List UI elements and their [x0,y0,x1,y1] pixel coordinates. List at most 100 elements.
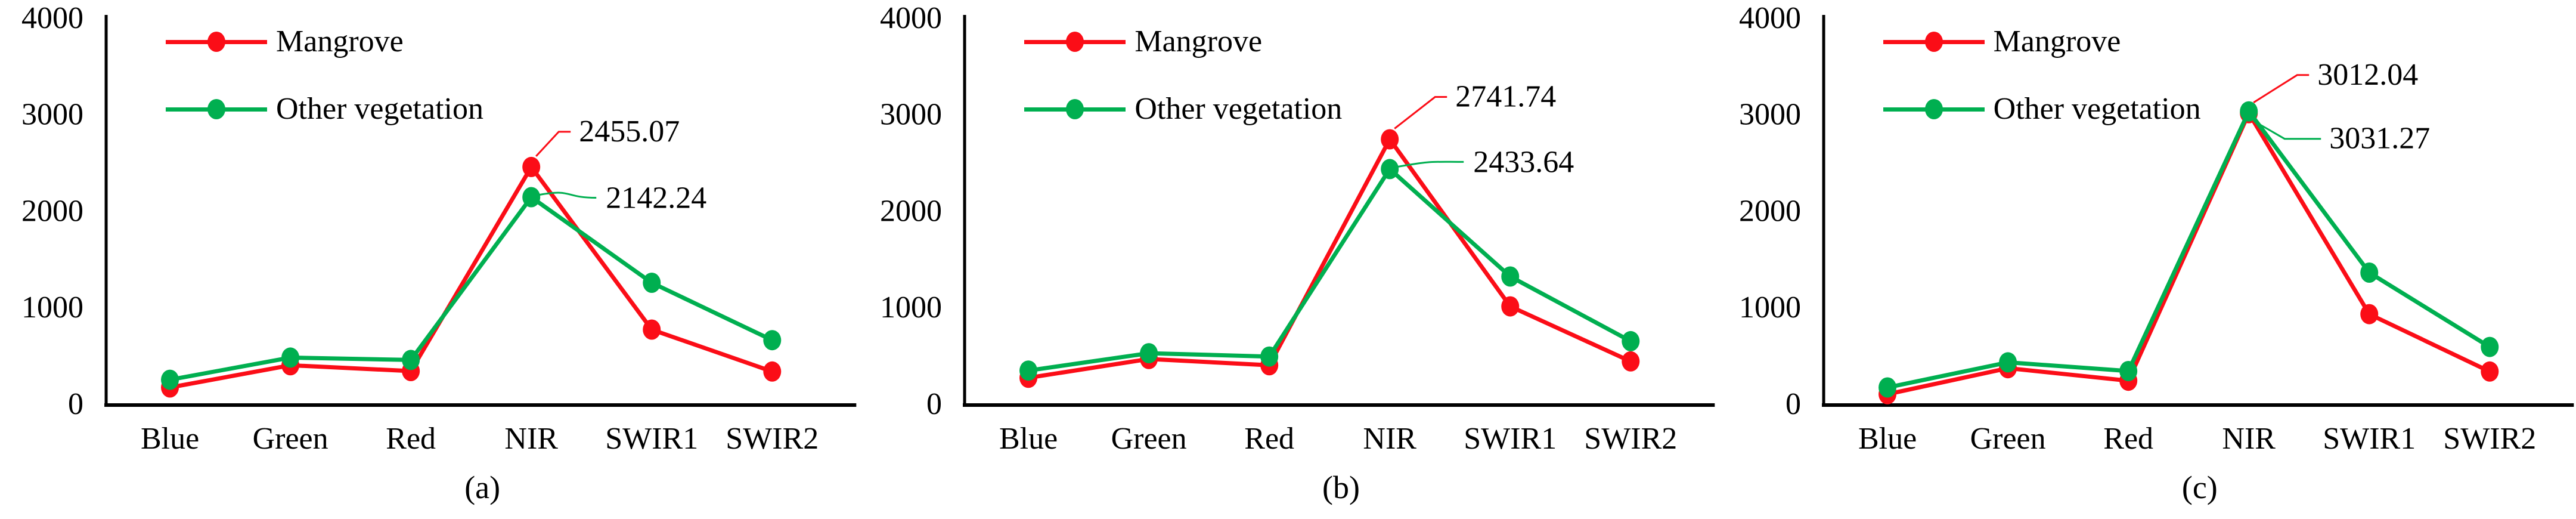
x-category-label: Blue [999,422,1058,456]
data-point-other-vegetation-swir2 [1622,330,1640,351]
mangrove-line-marker-swatch [1024,30,1126,54]
data-point-mangrove-nir [522,156,541,177]
data-point-other-vegetation-green [1140,343,1158,364]
annotation-leader-line [1394,96,1447,129]
other-vegetation-line-marker-swatch [1883,97,1985,121]
data-point-other-vegetation-blue [161,369,179,390]
data-point-mangrove-nir [1381,129,1399,150]
y-tick-label: 2000 [880,194,942,228]
data-point-other-vegetation-swir2 [2480,336,2498,357]
y-tick-label: 2000 [21,194,83,228]
series-line-other-vegetation [169,194,773,382]
data-point-other-vegetation-swir2 [763,330,782,351]
legend-item-mangrove: Mangrove [166,26,404,57]
annotation-value-label: 3012.04 [2317,58,2418,92]
x-category-label: Green [1111,422,1187,456]
annotation-leader-line [539,191,597,199]
x-category-label: SWIR1 [605,422,698,456]
y-tick-label: 0 [68,387,83,421]
data-point-other-vegetation-red [2119,361,2137,381]
plot-area-b: 0 1000 2000 3000 4000 Blue Green Red NIR SWIR1 SWI… [880,1,1715,456]
x-category-label: Blue [1858,422,1917,456]
x-category-label: NIR [504,422,558,456]
x-category-label: NIR [1363,422,1417,456]
legend-label-mangrove: Mangrove [1134,24,1263,58]
data-point-other-vegetation-nir [2239,101,2258,122]
x-category-label: SWIR1 [1464,422,1557,456]
legend-item-other-vegetation: Other vegetation [1024,92,1343,126]
annotation-value-label: 2455.07 [579,115,680,149]
chart-panel-b: 0 1000 2000 3000 4000 Blue Green Red NIR SWIR1 SWI… [858,0,1717,519]
panel-caption-c: (c) [2181,469,2218,505]
x-category-label: SWIR2 [726,422,819,456]
mangrove-line-marker-swatch [1883,30,1985,54]
x-category-label: SWIR1 [2323,422,2416,456]
annotation-value-label: 3031.27 [2329,122,2430,156]
y-tick-label: 1000 [880,291,942,325]
mangrove-line-marker-swatch [166,30,267,54]
data-point-other-vegetation-swir1 [2360,262,2378,283]
annotation-value-label: 2433.64 [1474,145,1574,179]
data-point-mangrove-swir2 [763,361,782,382]
annotation-leader-line [1398,160,1464,168]
chart-panel-c: 0 1000 2000 3000 4000 Blue Green Red NIR SWIR1 SWI… [1718,0,2576,519]
y-tick-label: 4000 [1739,1,1801,35]
legend-item-mangrove: Mangrove [1024,24,1263,58]
x-category-label: Red [386,422,436,456]
panel-caption-b: (b) [1322,469,1360,505]
x-category-label: Red [2103,422,2153,456]
data-point-mangrove-swir2 [1622,351,1640,372]
legend-item-other-vegetation: Other vegetation [1883,92,2201,126]
other-vegetation-line-marker-swatch [1024,97,1126,121]
legend-label-mangrove: Mangrove [1993,24,2121,58]
other-vegetation-line-marker-swatch [166,97,267,121]
y-tick-label: 3000 [880,98,942,132]
y-tick-label: 4000 [880,1,942,35]
series-line-mangrove [1028,135,1632,380]
data-point-other-vegetation-nir [522,187,541,208]
data-point-mangrove-swir2 [2480,361,2498,382]
plot-area-c: 0 1000 2000 3000 4000 Blue Green Red NIR SWIR1 SWI… [1739,1,2574,456]
legend-label-other-vegetation: Other vegetation [276,92,483,126]
data-point-other-vegetation-blue [1878,377,1896,398]
data-point-other-vegetation-nir [1381,159,1399,180]
x-category-label: Green [1970,422,2045,456]
annotation-leader-line [2253,120,2321,140]
chart-panel-a: 0 1000 2000 3000 4000 Blue Green Red NIR SWIR1 SWI… [0,0,858,519]
data-point-mangrove-swir1 [1501,296,1520,317]
data-point-other-vegetation-red [1260,346,1279,367]
y-tick-label: 0 [1785,387,1801,421]
series-line-mangrove [1886,109,2491,397]
legend-label-other-vegetation: Other vegetation [1134,92,1343,126]
data-point-mangrove-swir1 [643,319,661,340]
data-point-other-vegetation-swir1 [643,273,661,293]
data-point-other-vegetation-blue [1019,360,1038,381]
x-category-label: Green [253,422,328,456]
y-tick-label: 2000 [1739,194,1801,228]
legend-item-other-vegetation: Other vegetation [166,92,483,126]
annotation-value-label: 2741.74 [1456,80,1557,114]
data-point-other-vegetation-green [281,347,300,368]
y-tick-label: 1000 [1739,291,1801,325]
data-point-other-vegetation-green [1998,352,2017,373]
plot-area-a: 0 1000 2000 3000 4000 Blue Green Red NIR SWIR1 SWI… [21,1,857,456]
x-category-label: Blue [141,422,199,456]
legend-label-other-vegetation: Other vegetation [1993,92,2201,126]
x-category-label: SWIR2 [1585,422,1678,456]
y-tick-label: 4000 [21,1,83,35]
y-tick-label: 3000 [21,98,83,132]
y-tick-label: 0 [926,387,942,421]
annotation-leader-line [535,131,571,157]
annotation-value-label: 2142.24 [606,181,706,215]
series-line-other-vegetation [1028,166,1632,373]
y-tick-label: 1000 [21,291,83,325]
legend-item-mangrove: Mangrove [1883,24,2121,58]
panel-caption-a: (a) [464,469,501,505]
annotation-leader-line [2253,74,2309,104]
series-line-other-vegetation [1887,107,2491,390]
y-tick-label: 3000 [1739,98,1801,132]
series-line-mangrove [169,163,773,390]
data-point-other-vegetation-red [402,350,420,370]
x-category-label: Red [1245,422,1295,456]
